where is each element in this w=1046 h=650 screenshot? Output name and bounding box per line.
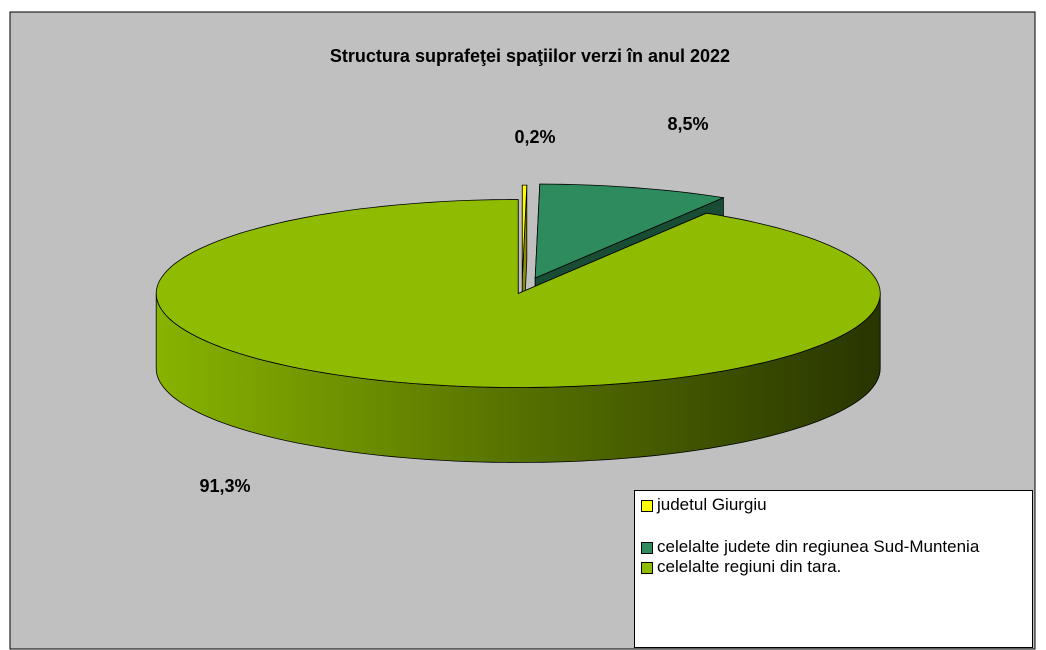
legend-swatch xyxy=(641,542,653,554)
pie xyxy=(155,183,881,463)
legend-label: celelalte judete din regiunea Sud-Munten… xyxy=(657,537,980,556)
legend-label: celelalte regiuni din tara. xyxy=(657,557,842,576)
legend: judetul Giurgiu celelalte judete din regi… xyxy=(634,490,1033,648)
legend-item: celelalte regiuni din tara. xyxy=(641,557,1026,577)
data-label: 91,3% xyxy=(199,476,250,496)
slice xyxy=(521,184,528,280)
data-label: 0,2% xyxy=(514,127,555,147)
legend-item: celelalte judete din regiunea Sud-Munten… xyxy=(641,537,1026,557)
legend-item: judetul Giurgiu xyxy=(641,495,1026,515)
data-label: 8,5% xyxy=(667,114,708,134)
slice xyxy=(155,199,881,388)
legend-label: judetul Giurgiu xyxy=(657,495,767,514)
legend-swatch xyxy=(641,562,653,574)
chart-title: Structura suprafeţei spaţiilor verzi în … xyxy=(330,46,730,66)
slice xyxy=(534,183,725,279)
legend-swatch xyxy=(641,500,653,512)
